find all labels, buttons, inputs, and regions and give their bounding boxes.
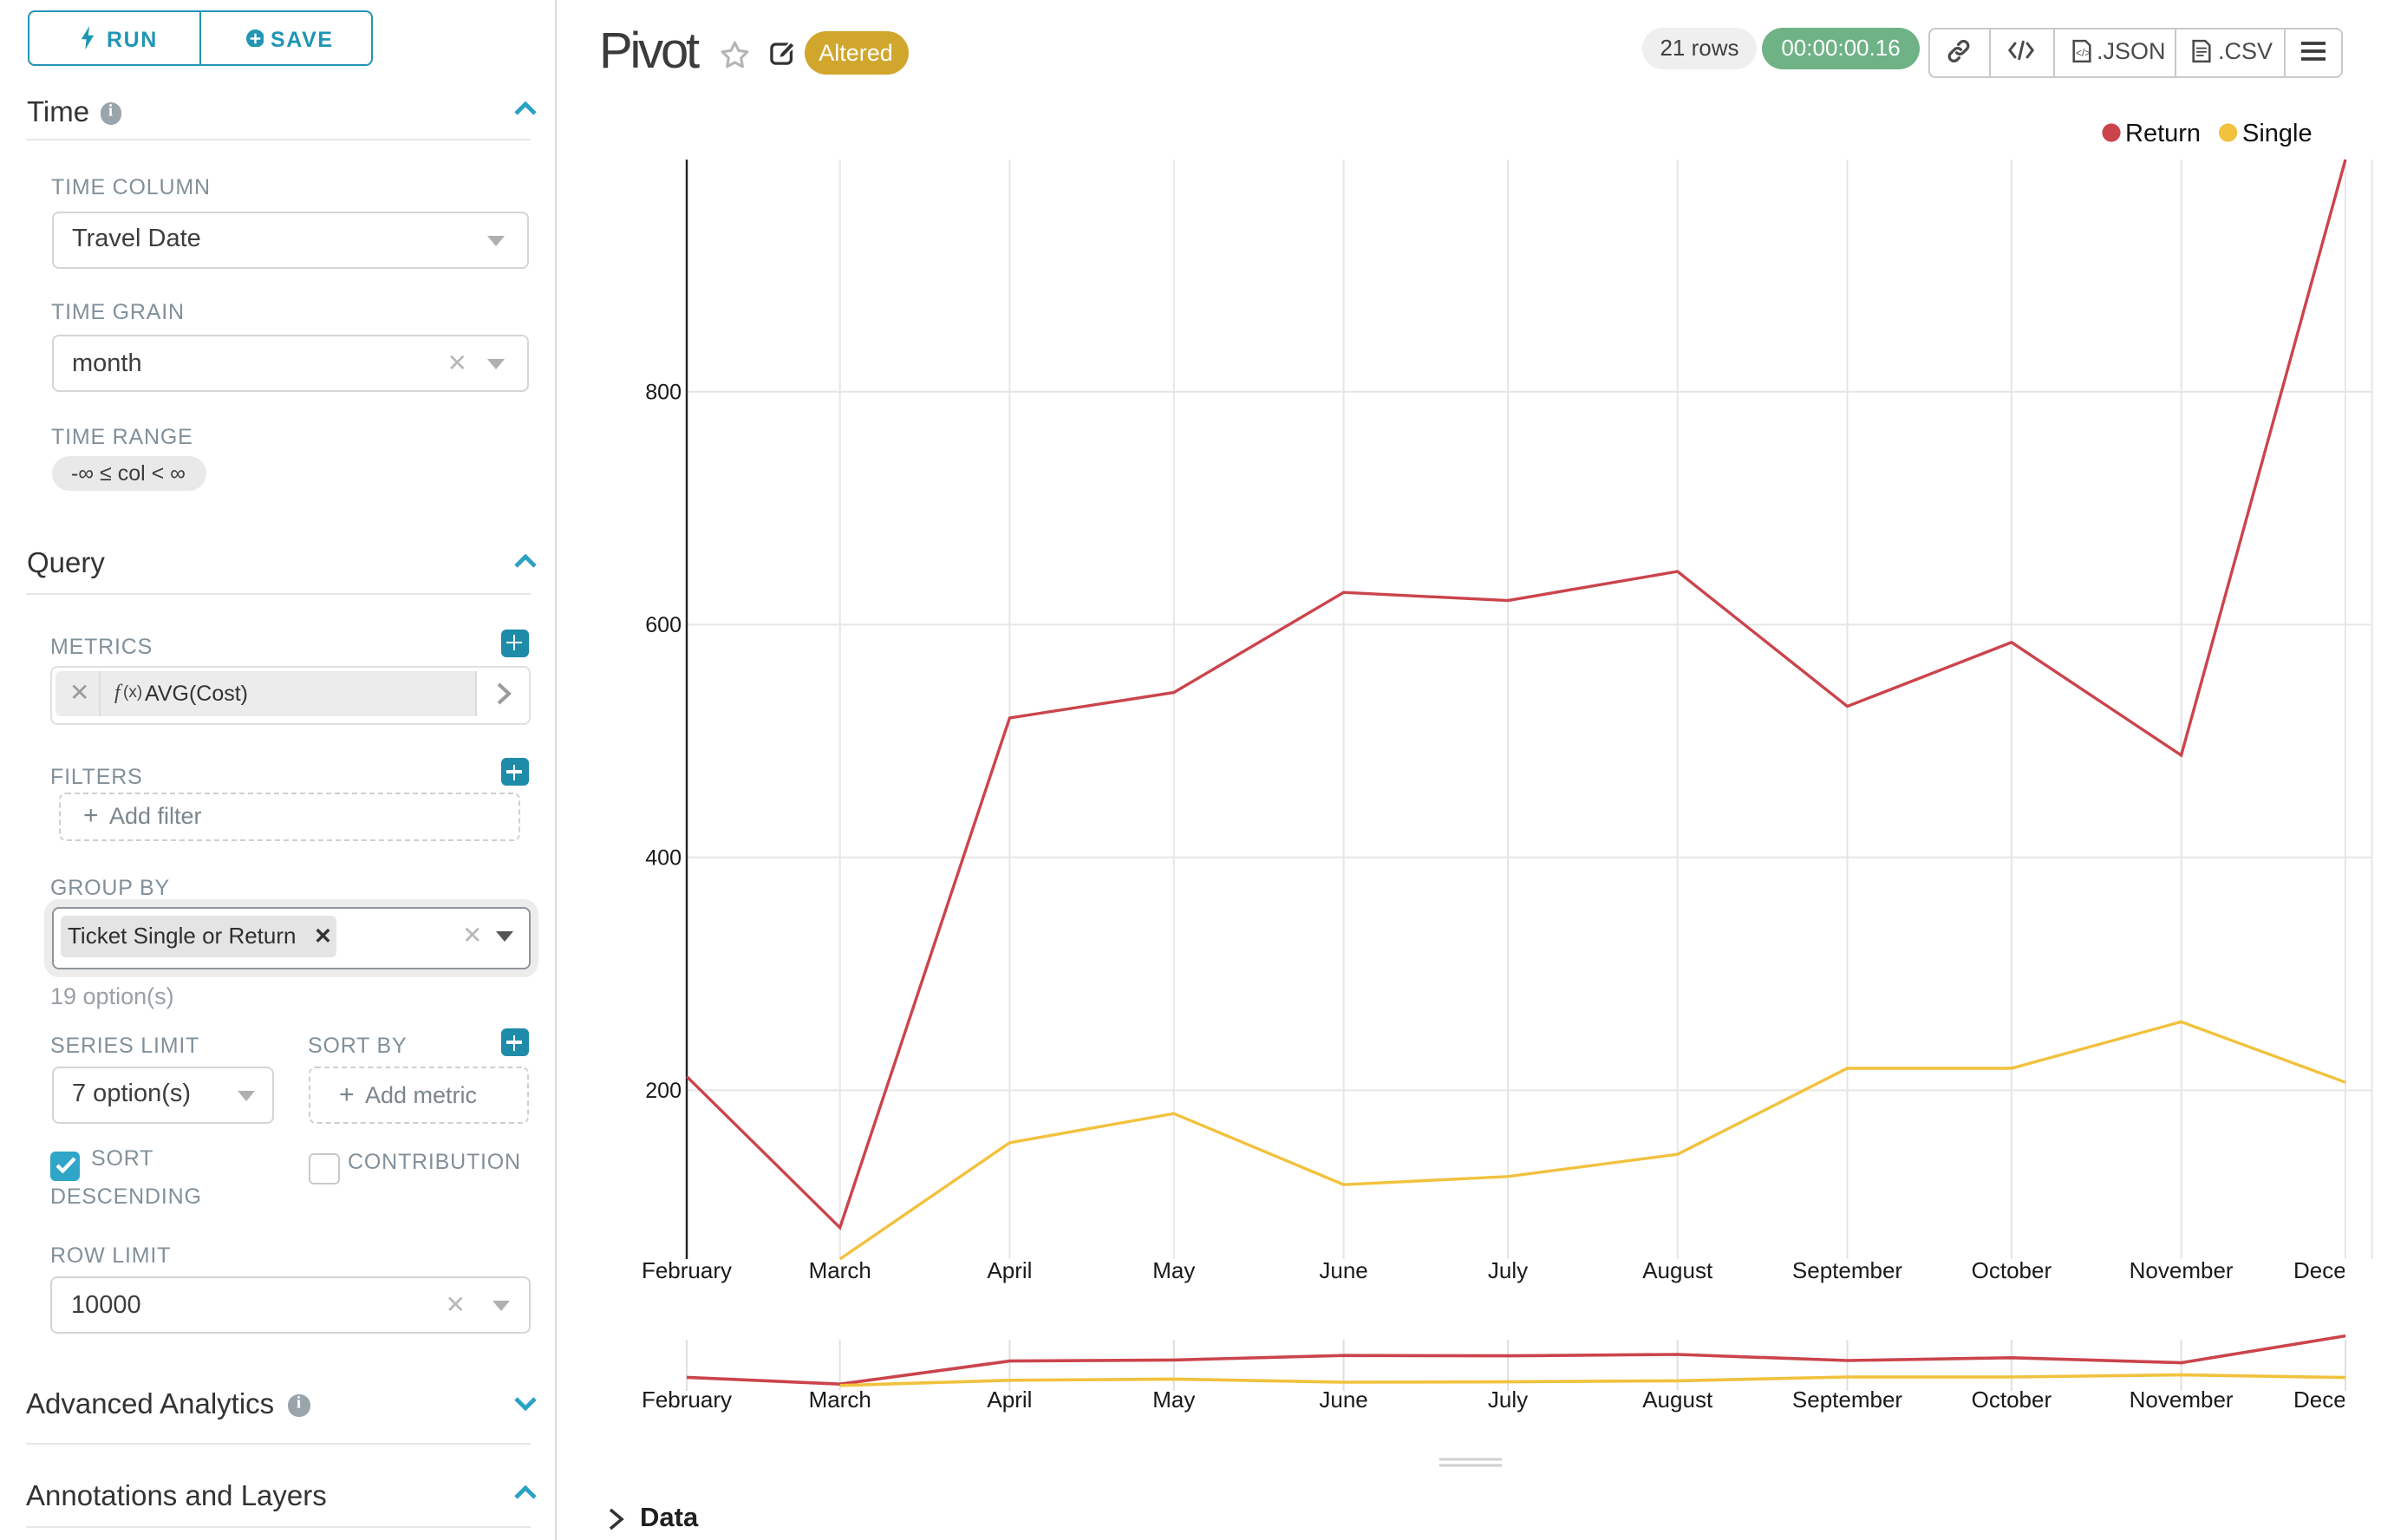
svg-text:November: November bbox=[2130, 1387, 2234, 1413]
svg-text:Return: Return bbox=[2125, 120, 2201, 147]
svg-text:400: 400 bbox=[645, 845, 682, 870]
svg-text:April: April bbox=[987, 1387, 1032, 1413]
svg-text:December: December bbox=[2293, 1257, 2381, 1283]
svg-text:August: August bbox=[1642, 1257, 1713, 1283]
svg-text:November: November bbox=[2130, 1257, 2234, 1283]
svg-text:June: June bbox=[1319, 1387, 1367, 1413]
svg-text:October: October bbox=[1972, 1387, 2052, 1413]
svg-text:March: March bbox=[809, 1257, 871, 1283]
svg-text:February: February bbox=[642, 1257, 732, 1283]
svg-text:July: July bbox=[1488, 1387, 1528, 1413]
svg-text:200: 200 bbox=[645, 1079, 682, 1103]
svg-text:December: December bbox=[2293, 1387, 2381, 1413]
svg-text:April: April bbox=[987, 1257, 1032, 1283]
svg-text:August: August bbox=[1642, 1387, 1713, 1413]
svg-text:May: May bbox=[1152, 1387, 1195, 1413]
svg-text:800: 800 bbox=[645, 380, 682, 404]
svg-text:May: May bbox=[1152, 1257, 1195, 1283]
svg-text:</>: </> bbox=[2075, 47, 2090, 59]
svg-text:October: October bbox=[1972, 1257, 2052, 1283]
svg-text:September: September bbox=[1792, 1387, 1903, 1413]
svg-text:March: March bbox=[809, 1387, 871, 1413]
svg-text:July: July bbox=[1488, 1257, 1528, 1283]
svg-text:September: September bbox=[1792, 1257, 1903, 1283]
svg-text:Single: Single bbox=[2242, 120, 2313, 147]
svg-text:June: June bbox=[1319, 1257, 1367, 1283]
svg-text:600: 600 bbox=[645, 613, 682, 637]
svg-text:February: February bbox=[642, 1387, 732, 1413]
